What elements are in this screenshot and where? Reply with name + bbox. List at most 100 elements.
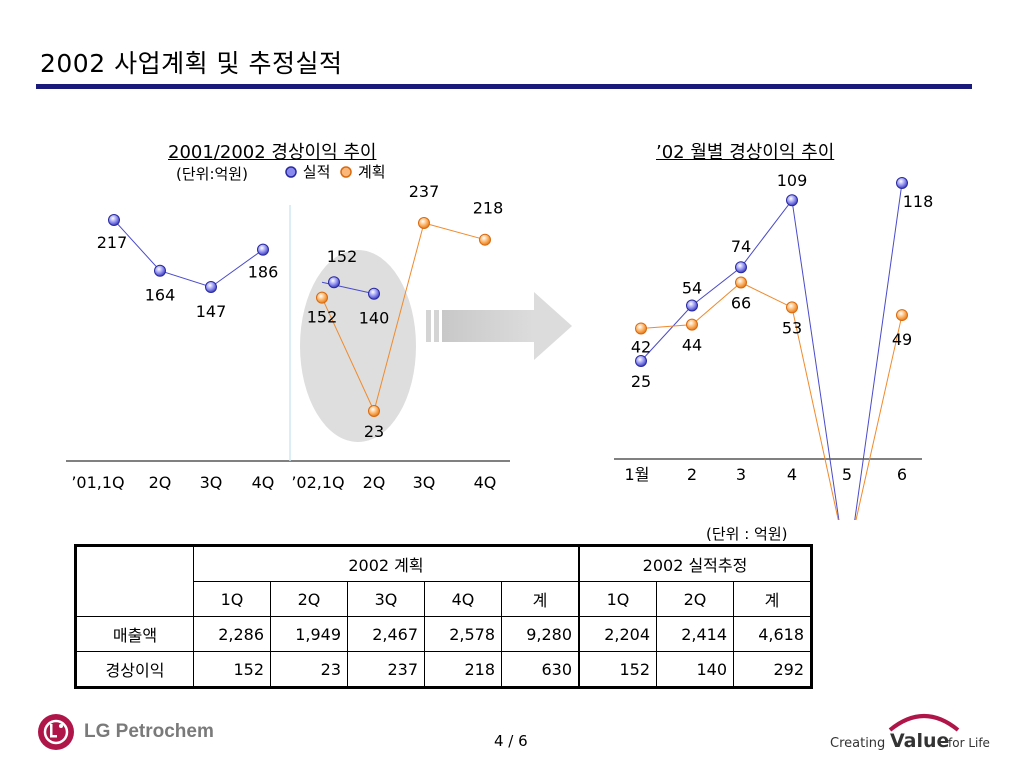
summary-table: 2002 계획 2002 실적추정 1Q 2Q 3Q 4Q 계 1Q 2Q 계 … (74, 544, 813, 689)
left-data-label: 140 (359, 309, 390, 328)
left-tick-label: 3Q (413, 473, 436, 492)
right-point (635, 355, 647, 367)
right-data-label: 49 (892, 330, 912, 349)
row-label: 매출액 (76, 616, 194, 652)
right-point (735, 261, 747, 274)
right-chart-title: ’02 월별 경상이익 추이 (656, 142, 835, 163)
right-point (786, 301, 798, 314)
col-header: 2Q (656, 581, 734, 617)
right-tick-label: 6 (897, 465, 907, 484)
table-cell: 630 (501, 651, 580, 687)
right-point (786, 194, 798, 207)
left-point (205, 281, 217, 293)
company-name: LG Petrochem (84, 721, 214, 742)
right-data-label: 109 (777, 171, 808, 190)
col-header: 계 (501, 581, 580, 617)
left-data-label: 152 (327, 247, 358, 266)
tagline-for-life: for Life (948, 736, 990, 750)
left-chart-title: 2001/2002 경상이익 추이 (168, 142, 377, 163)
right-tick-label: 4 (787, 465, 797, 484)
table-row: 경상이익 152 23 237 218 630 152 140 292 (76, 651, 811, 687)
right-point (635, 322, 647, 335)
left-tick-label: 2Q (149, 473, 172, 492)
right-data-label: 118 (903, 192, 934, 211)
col-header: 1Q (193, 581, 271, 617)
table-cell: 152 (578, 651, 657, 687)
right-tick-label: 3 (736, 465, 746, 484)
title-rule (36, 84, 972, 89)
left-tick-label: 4Q (252, 473, 275, 492)
right-data-label: 44 (682, 336, 702, 355)
left-data-label: 147 (196, 302, 227, 321)
right-point (735, 276, 747, 289)
right-series-line (640, 281, 903, 520)
left-data-label: 217 (97, 233, 128, 252)
group-header-plan: 2002 계획 (193, 546, 580, 582)
left-tick-label: 2Q (363, 473, 386, 492)
legend-actual-label: 실적 (302, 163, 331, 181)
right-tick-label: 5 (842, 465, 852, 484)
table-cell: 23 (270, 651, 348, 687)
left-tick-label: 4Q (474, 473, 497, 492)
right-tick-label: 1월 (625, 465, 650, 484)
table-cell: 2,414 (656, 616, 734, 652)
right-point (686, 299, 698, 312)
right-point (896, 177, 908, 189)
left-tick-label: ’02,1Q (291, 473, 344, 492)
left-point (108, 214, 120, 226)
col-header: 4Q (424, 581, 502, 617)
left-tick-label: 3Q (200, 473, 223, 492)
right-series-line (640, 182, 903, 520)
right-data-label: 42 (631, 337, 651, 356)
table-corner (76, 546, 194, 617)
table-cell: 2,578 (424, 616, 502, 652)
table-cell: 2,204 (578, 616, 657, 652)
left-series-line (321, 222, 486, 413)
left-data-label: 152 (307, 308, 338, 327)
table-cell: 2,286 (193, 616, 271, 652)
col-header: 1Q (578, 581, 657, 617)
table-cell: 1,949 (270, 616, 348, 652)
tagline-logo: Creating Value for Life (830, 708, 990, 756)
left-data-label: 23 (364, 422, 384, 441)
tagline-value: Value (890, 730, 950, 752)
transition-arrow (426, 292, 572, 360)
left-chart-legend: 실적 계획 (284, 161, 386, 182)
table-cell: 237 (347, 651, 425, 687)
left-data-label: 164 (145, 286, 176, 305)
tagline-creating: Creating (830, 736, 886, 751)
legend-actual-marker (285, 166, 297, 178)
left-tick-label: ’01,1Q (71, 473, 124, 492)
left-point (316, 291, 328, 304)
left-point (328, 276, 340, 289)
right-point (896, 309, 908, 322)
highlight-ellipse (300, 250, 416, 442)
table-cell: 140 (656, 651, 734, 687)
right-data-label: 74 (731, 237, 751, 256)
left-point (368, 287, 380, 300)
left-point (368, 405, 380, 417)
table-cell: 292 (733, 651, 811, 687)
left-series-line (113, 219, 264, 288)
legend-plan-label: 계획 (357, 163, 386, 181)
tagline-arc-icon (888, 714, 960, 732)
page-title: 2002 사업계획 및 추정실적 (40, 49, 343, 78)
group-header-actual: 2002 실적추정 (578, 546, 811, 582)
left-point (257, 243, 269, 256)
row-label: 경상이익 (76, 651, 194, 687)
left-chart-unit: (단위:억원) (176, 165, 248, 183)
lg-logo-icon (38, 714, 74, 750)
col-header: 3Q (347, 581, 425, 617)
right-data-label: 25 (631, 372, 651, 391)
table-cell: 4,618 (733, 616, 811, 652)
page-number: 4 / 6 (494, 732, 528, 750)
table-unit: (단위 : 억원) (706, 525, 788, 543)
legend-plan-marker (340, 166, 352, 178)
right-tick-label: 2 (687, 465, 697, 484)
table-cell: 218 (424, 651, 502, 687)
table-cell: 9,280 (501, 616, 580, 652)
table-cell: 152 (193, 651, 271, 687)
left-data-label: 218 (473, 199, 504, 218)
left-point (479, 233, 491, 246)
left-data-label: 237 (409, 182, 440, 201)
